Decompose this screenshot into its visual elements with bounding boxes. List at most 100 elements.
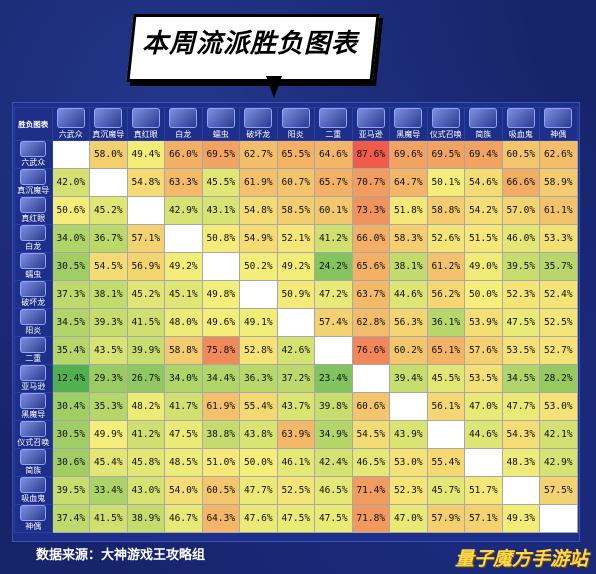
matrix-row: 二重 35.4% 43.5% 39.9% 58.8% 75.8% 52.8% 42.6% 76.… xyxy=(14,336,578,365)
matrix-cell: 61.1% xyxy=(539,196,578,225)
row-label: 蠕虫 xyxy=(25,270,42,279)
matrix-cell: 75.8% xyxy=(201,336,240,365)
matrix-row: 仪式召唤 30.5% 49.9% 41.2% 47.5% 38.8% 43.8% 63.9% 3… xyxy=(14,420,578,449)
matrix-cell: 47.7% xyxy=(501,392,540,421)
matrix-cell: 56.3% xyxy=(389,308,428,337)
matrix-cell: 24.2% xyxy=(314,252,353,281)
matrix-cell: 76.6% xyxy=(351,336,390,365)
matrix-cell: 54.5% xyxy=(89,252,128,281)
matrix-cell: 51.5% xyxy=(464,224,503,253)
matrix-cell: 53.5% xyxy=(464,364,503,393)
matrix-cell: 52.5% xyxy=(276,476,315,505)
row-label: 六武众 xyxy=(21,158,46,167)
row-header: 神偶 xyxy=(14,504,53,533)
matrix-row: 黑魔导 30.4% 35.3% 48.2% 41.7% 61.9% 55.4% 43.7% 39… xyxy=(14,392,578,421)
matrix-cell: 48.5% xyxy=(164,448,203,477)
matrix-cell: 52.1% xyxy=(276,224,315,253)
matrix-cell: 62.6% xyxy=(539,140,578,169)
column-label: 二重 xyxy=(325,130,342,139)
matrix-row: 六武众 58.0% 49.4% 66.0% 69.5% 62.7% 65.5% 64.6% 87… xyxy=(14,140,578,169)
row-header: 六武众 xyxy=(14,140,53,169)
column-label: 破坏龙 xyxy=(246,130,271,139)
matrix-cell: 57.6% xyxy=(464,336,503,365)
matrix-cell: 41.7% xyxy=(164,392,203,421)
matrix-cell: 43.1% xyxy=(201,196,240,225)
row-label: 破坏龙 xyxy=(21,298,46,307)
deck-portrait-icon xyxy=(20,449,47,465)
column-header: 破坏龙 xyxy=(239,107,278,141)
matrix-row: 神偶 37.4% 41.5% 38.9% 46.7% 64.3% 47.6% 47.5% 47.… xyxy=(14,504,578,533)
matrix-cell: 54.9% xyxy=(239,224,278,253)
matrix-cell: 63.3% xyxy=(164,168,203,197)
deck-portrait-icon xyxy=(20,253,47,269)
matrix-cell: 49.3% xyxy=(501,504,540,533)
matrix-cell: 58.8% xyxy=(426,196,465,225)
row-header: 二重 xyxy=(14,336,53,365)
matrix-cell: 53.3% xyxy=(539,224,578,253)
matrix-cell: 28.2% xyxy=(539,364,578,393)
row-header: 白龙 xyxy=(14,224,53,253)
matrix-cell: 46.7% xyxy=(164,504,203,533)
matrix-cell: 64.3% xyxy=(201,504,240,533)
row-header: 阳炎 xyxy=(14,308,53,337)
matrix-cell: 38.9% xyxy=(126,504,165,533)
matrix-cell: 36.7% xyxy=(89,224,128,253)
matrix-cell: 56.9% xyxy=(126,252,165,281)
matrix-cell: 55.4% xyxy=(426,448,465,477)
matrix-cell: 71.4% xyxy=(351,476,390,505)
matrix-row: 亚马逊 12.4% 29.3% 26.7% 34.0% 34.4% 36.3% 37.2% 23… xyxy=(14,364,578,393)
matrix-row: 真红眼 50.6% 45.2% 42.9% 43.1% 54.8% 58.5% 60.1% 73… xyxy=(14,196,578,225)
column-label: 神偶 xyxy=(550,130,567,139)
matrix-cell: 50.2% xyxy=(239,252,278,281)
matrix-cell: 58.0% xyxy=(89,140,128,169)
matrix-cell: 63.7% xyxy=(351,280,390,309)
matrix-cell: 49.2% xyxy=(164,252,203,281)
matrix-cell: 57.4% xyxy=(314,308,353,337)
matrix-cell: 35.7% xyxy=(539,252,578,281)
deck-portrait-icon xyxy=(20,281,47,297)
row-label: 亚马逊 xyxy=(21,382,46,391)
matrix-cell-diagonal xyxy=(501,476,540,505)
matrix-cell: 35.3% xyxy=(89,392,128,421)
matrix-cell: 45.2% xyxy=(89,196,128,225)
matrix-cell: 46.5% xyxy=(351,448,390,477)
title-pointer xyxy=(266,76,282,98)
matrix-cell: 54.2% xyxy=(464,196,503,225)
matrix-cell: 60.2% xyxy=(389,336,428,365)
matrix-cell: 56.2% xyxy=(426,280,465,309)
matrix-cell: 42.4% xyxy=(314,448,353,477)
matrix-cell: 45.5% xyxy=(426,364,465,393)
matrix-cell-diagonal xyxy=(314,336,353,365)
column-header: 神偶 xyxy=(539,107,578,141)
matrix-cell: 54.3% xyxy=(501,420,540,449)
matrix-cell: 44.6% xyxy=(389,280,428,309)
matrix-cell: 49.1% xyxy=(239,308,278,337)
deck-portrait-icon xyxy=(20,225,47,241)
column-label: 亚马逊 xyxy=(358,130,383,139)
matrix-cell: 66.6% xyxy=(501,168,540,197)
matrix-cell: 47.5% xyxy=(164,420,203,449)
matrix-cell: 57.1% xyxy=(126,224,165,253)
matrix-cell: 50.8% xyxy=(201,224,240,253)
matrix-cell: 53.0% xyxy=(539,392,578,421)
matrix-cell: 66.0% xyxy=(164,140,203,169)
row-header: 黑魔导 xyxy=(14,392,53,421)
matrix-cell: 50.1% xyxy=(426,168,465,197)
matrix-cell-diagonal xyxy=(126,196,165,225)
column-label: 黑魔导 xyxy=(396,130,421,139)
column-header: 吸血鬼 xyxy=(501,107,540,141)
matrix-cell: 69.4% xyxy=(464,140,503,169)
matrix-cell: 49.4% xyxy=(126,140,165,169)
deck-portrait-icon xyxy=(244,108,273,128)
matrix-cell: 65.5% xyxy=(276,140,315,169)
matrix-cell: 54.5% xyxy=(351,420,390,449)
matrix-cell: 45.2% xyxy=(126,280,165,309)
column-header: 六武众 xyxy=(51,107,90,141)
matrix-row: 真沉魔导 42.0% 54.8% 63.3% 45.5% 61.9% 60.7% 65.7% 7… xyxy=(14,168,578,197)
matrix-cell: 49.0% xyxy=(464,252,503,281)
matrix-cell: 61.2% xyxy=(426,252,465,281)
data-source: 数据来源：大神游戏王攻略组 xyxy=(36,548,206,563)
matrix-row: 简族 30.6% 45.4% 45.8% 48.5% 51.0% 50.0% 46.1% 42.… xyxy=(14,448,578,477)
matrix-cell: 45.4% xyxy=(89,448,128,477)
matrix-cell-diagonal xyxy=(351,364,390,393)
